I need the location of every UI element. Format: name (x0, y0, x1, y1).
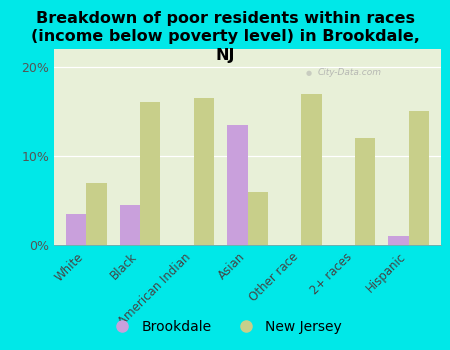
Bar (227, 125, 248, 245)
Bar (140, 103, 161, 245)
Bar (66, 214, 86, 245)
Text: ●: ● (306, 70, 312, 76)
Legend: Brookdale, New Jersey: Brookdale, New Jersey (102, 314, 348, 340)
Bar (388, 236, 409, 245)
Text: City-Data.com: City-Data.com (317, 68, 381, 77)
Bar (194, 98, 214, 245)
Text: Breakdown of poor residents within races
(income below poverty level) in Brookda: Breakdown of poor residents within races… (31, 10, 419, 63)
Bar (355, 138, 375, 245)
Bar (86, 183, 107, 245)
Bar (248, 191, 268, 245)
Bar (120, 205, 140, 245)
Bar (301, 93, 322, 245)
Bar (409, 111, 429, 245)
